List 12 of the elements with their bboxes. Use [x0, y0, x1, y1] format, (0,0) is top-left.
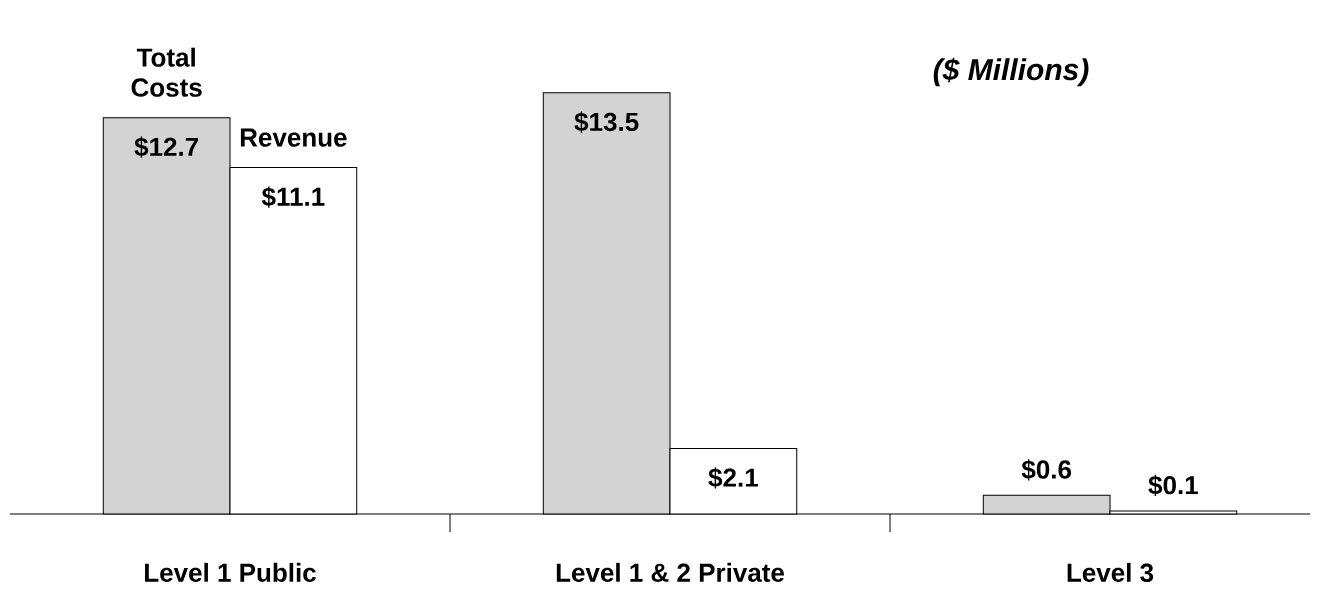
x-tick-label: Level 1 Public: [145, 562, 316, 582]
x-tick-label: Level 3: [1067, 562, 1154, 582]
series-label: Revenue: [240, 128, 347, 147]
data-label: $0.1: [1148, 474, 1198, 497]
x-tick-label: Level 1 & 2 Private: [556, 562, 784, 582]
data-label: $11.1: [261, 186, 325, 208]
data-label: $0.6: [1021, 459, 1072, 481]
data-label: $2.1: [708, 467, 758, 489]
data-label: $13.5: [574, 111, 639, 133]
text: ($ Millions): [933, 57, 1089, 87]
series-label: Total Costs: [131, 47, 202, 97]
data-label: $12.7: [134, 136, 199, 158]
